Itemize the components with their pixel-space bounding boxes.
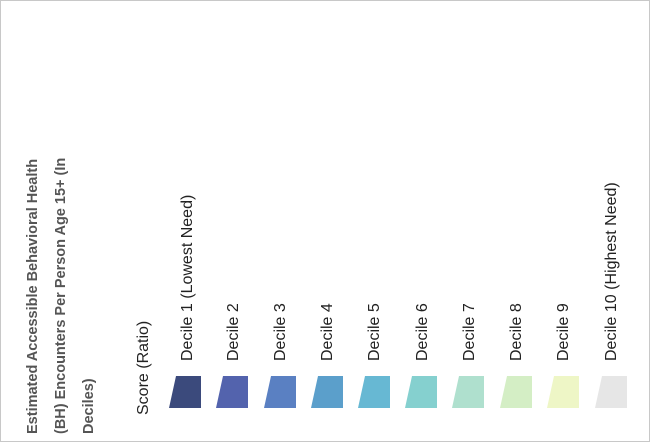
legend-label-decile-9: Decile 9 <box>555 303 572 361</box>
swatch-shape <box>595 376 627 408</box>
legend-swatch-decile-10 <box>595 376 627 408</box>
legend-label-decile-6: Decile 6 <box>414 303 431 361</box>
legend-label-decile-7: Decile 7 <box>461 303 478 361</box>
legend-swatch-decile-2 <box>216 376 248 408</box>
swatch-shape <box>547 376 579 408</box>
legend-swatch-decile-6 <box>405 376 437 408</box>
legend-title-line-2: (BH) Encounters Per Person Age 15+ (In <box>53 157 69 434</box>
legend-swatch-decile-5 <box>358 376 390 408</box>
legend-label-decile-4: Decile 4 <box>319 303 336 361</box>
swatch-shape <box>405 376 437 408</box>
legend-label-decile-5: Decile 5 <box>366 303 383 361</box>
swatch-shape <box>311 376 343 408</box>
legend-swatch-decile-8 <box>500 376 532 408</box>
legend-swatch-decile-1 <box>169 376 201 408</box>
swatch-shape <box>216 376 248 408</box>
legend-label-decile-2: Decile 2 <box>225 303 242 361</box>
swatch-shape <box>358 376 390 408</box>
legend-subtitle: Score (Ratio) <box>135 320 152 415</box>
legend-label-decile-1: Decile 1 (Lowest Need) <box>179 194 196 361</box>
legend-label-decile-3: Decile 3 <box>272 303 289 361</box>
swatch-shape <box>452 376 484 408</box>
legend-swatch-decile-3 <box>264 376 296 408</box>
legend-swatch-decile-7 <box>452 376 484 408</box>
legend-title-line-1: Estimated Accessible Behavioral Health <box>25 158 41 434</box>
legend-title-line-3: Deciles) <box>81 378 97 434</box>
swatch-shape <box>264 376 296 408</box>
legend-label-decile-8: Decile 8 <box>508 303 525 361</box>
legend-swatch-decile-4 <box>311 376 343 408</box>
swatch-shape <box>169 376 201 408</box>
swatch-shape <box>500 376 532 408</box>
legend-swatch-decile-9 <box>547 376 579 408</box>
legend-label-decile-10: Decile 10 (Highest Need) <box>603 182 620 361</box>
